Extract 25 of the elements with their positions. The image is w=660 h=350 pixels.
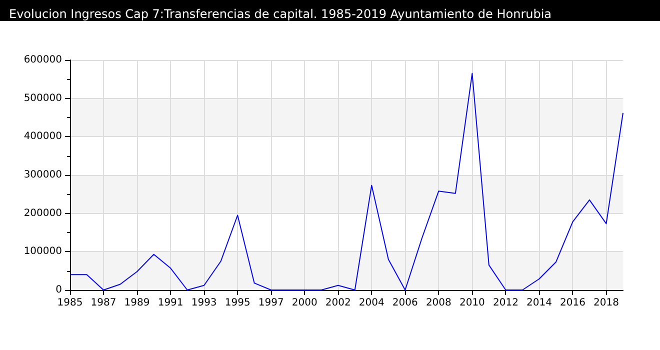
y-tick-label: 100000 bbox=[24, 246, 62, 258]
x-tick-label: 1991 bbox=[158, 298, 184, 308]
x-tick-label: 2010 bbox=[459, 298, 485, 308]
x-tick-label: 1987 bbox=[90, 298, 116, 308]
x-tick-label: 1995 bbox=[224, 298, 250, 308]
chart-title: Evolucion Ingresos Cap 7:Transferencias de capital. 1985-2019 Ayuntamiento de Honrubia bbox=[9, 7, 552, 21]
x-tick-label: 2014 bbox=[526, 298, 552, 308]
y-tick-label: 600000 bbox=[24, 54, 62, 66]
x-tick-label: 2012 bbox=[492, 298, 518, 308]
x-tick-label: 2000 bbox=[292, 298, 318, 308]
x-tick-label: 2008 bbox=[426, 298, 452, 308]
y-tick-label: 0 bbox=[56, 284, 62, 296]
y-tick-label: 400000 bbox=[24, 131, 62, 142]
x-tick-label: 2002 bbox=[325, 298, 351, 308]
x-tick-label: 2004 bbox=[358, 298, 384, 308]
y-tick-label: 500000 bbox=[24, 92, 62, 104]
x-tick-label: 1993 bbox=[191, 298, 217, 308]
x-tick-label: 1997 bbox=[258, 298, 284, 308]
x-tick-label: 1989 bbox=[124, 298, 150, 308]
y-tick-label: 200000 bbox=[24, 208, 62, 219]
y-tick-label: 300000 bbox=[24, 170, 62, 180]
x-tick-label: 2018 bbox=[594, 298, 619, 308]
x-tick-label: 1985 bbox=[57, 298, 83, 308]
x-tick-label: 2016 bbox=[560, 298, 586, 308]
x-tick-label: 2006 bbox=[392, 298, 418, 308]
